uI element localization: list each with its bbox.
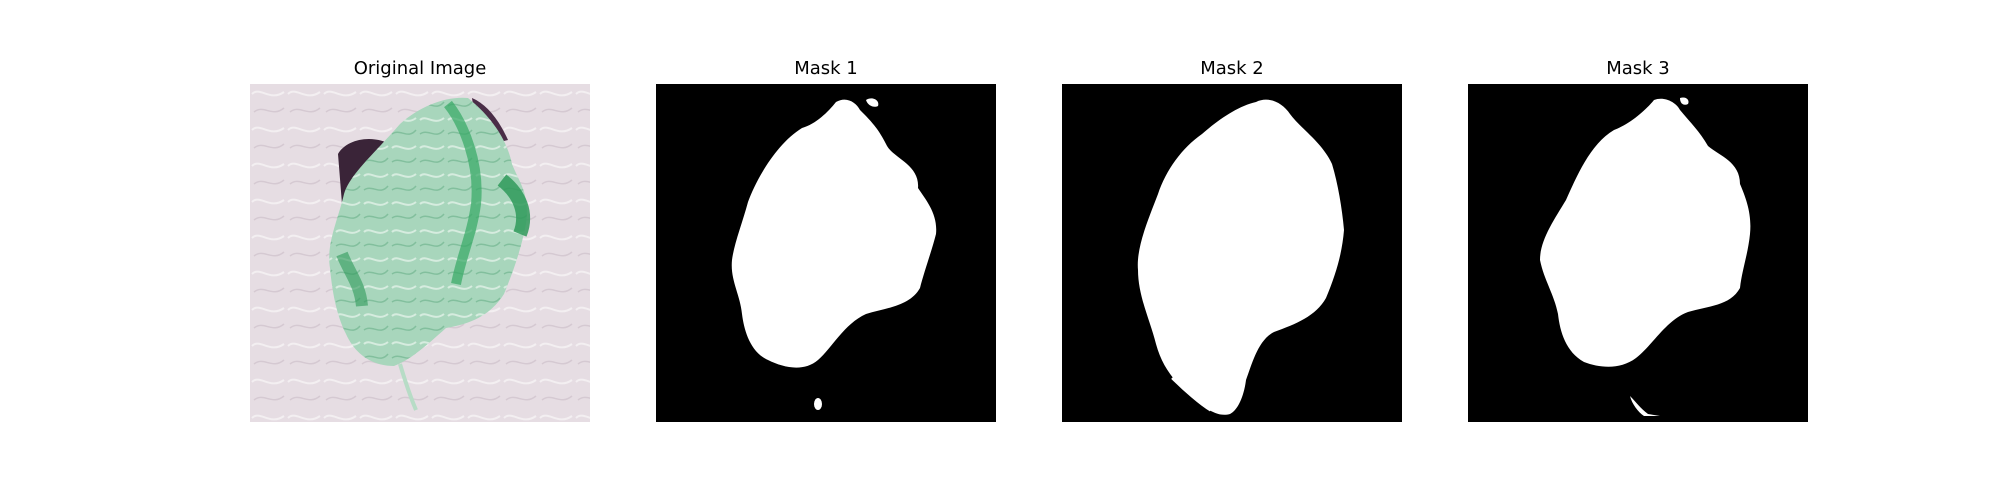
- panel-title-mask-2: Mask 2: [1200, 58, 1264, 79]
- panel-title-mask-3: Mask 3: [1606, 58, 1670, 79]
- mask-3-panel: [1468, 84, 1808, 422]
- mask-2-region: [1137, 99, 1344, 415]
- mask-1-image: [656, 84, 996, 422]
- mask-3-image: [1468, 84, 1808, 422]
- leaf-stem: [398, 363, 418, 411]
- leaf-photo: [250, 84, 590, 422]
- mask-2-panel: [1062, 84, 1402, 422]
- panel-title-original-image: Original Image: [353, 58, 487, 79]
- mask-3-region: [1540, 98, 1751, 367]
- mask-2-image: [1062, 84, 1402, 422]
- mask-1-region: [731, 99, 937, 368]
- mask-1-panel: [656, 84, 996, 422]
- original-image-panel: [250, 84, 590, 422]
- panel-title-mask-1: Mask 1: [794, 58, 858, 79]
